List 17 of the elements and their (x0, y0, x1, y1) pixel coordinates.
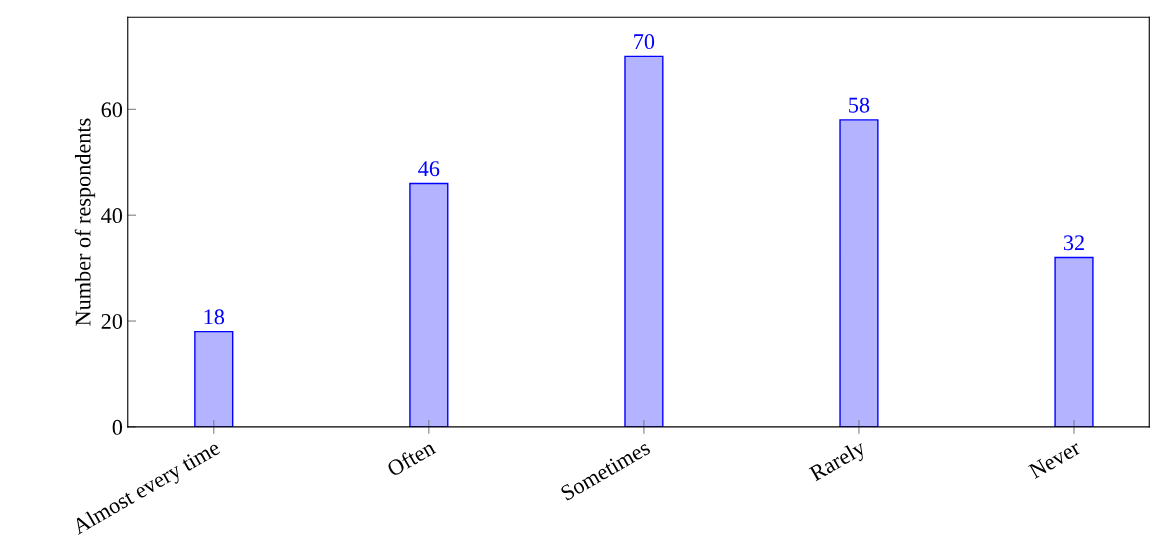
bar (1054, 256, 1094, 427)
y-tick-label: 20 (101, 313, 123, 329)
y-tick-label: 40 (101, 208, 123, 224)
bar (409, 182, 449, 427)
x-tick-label: Never (1027, 439, 1082, 480)
y-axis-title: Number of respondents (74, 118, 96, 326)
bar (194, 330, 234, 427)
data-label: 18 (204, 309, 225, 325)
y-tick-label: 0 (112, 419, 123, 435)
bar (624, 55, 664, 427)
x-tick-label: Often (385, 438, 437, 478)
data-label: 32 (1063, 235, 1084, 251)
data-label: 58 (849, 97, 870, 113)
data-label: 46 (418, 161, 440, 177)
bar (839, 119, 879, 427)
y-tick-label: 60 (101, 102, 123, 118)
data-label: 70 (634, 34, 655, 50)
